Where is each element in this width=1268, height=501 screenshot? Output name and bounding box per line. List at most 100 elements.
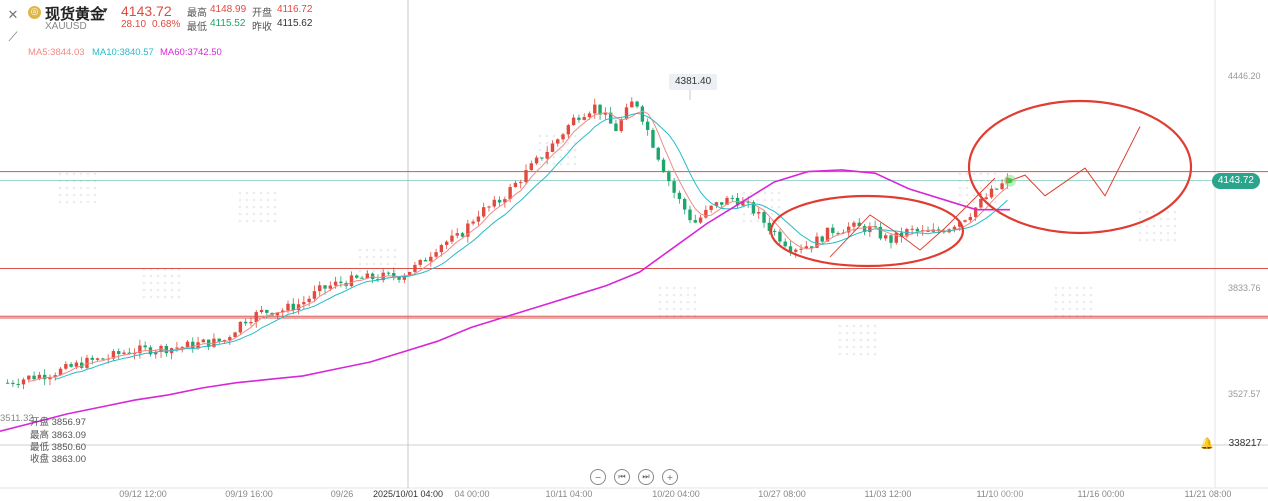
map-dot (177, 288, 181, 292)
map-dot (552, 155, 556, 159)
map-dot (838, 331, 842, 335)
candle-body (265, 309, 269, 313)
candle-body (339, 281, 343, 283)
map-dot (686, 293, 690, 297)
candle-body (233, 332, 237, 338)
bell-icon[interactable]: 🔔 (1200, 437, 1214, 450)
map-dot (273, 198, 277, 202)
map-dot (749, 198, 753, 202)
map-dot (86, 193, 90, 197)
map-dot (679, 286, 683, 290)
map-dot (658, 286, 662, 290)
ma5-line (28, 110, 1008, 382)
map-dot (177, 281, 181, 285)
map-dot (156, 288, 160, 292)
map-dot (749, 191, 753, 195)
candle-body (582, 117, 586, 120)
map-dot (170, 274, 174, 278)
map-dot (273, 205, 277, 209)
map-dot (672, 293, 676, 297)
map-dot (1068, 293, 1072, 297)
price-change: 28.10 (121, 19, 147, 30)
candle-body (772, 230, 777, 232)
map-dot (965, 186, 969, 190)
map-dot (379, 248, 383, 252)
candle-body (291, 303, 295, 311)
candle-body (619, 119, 623, 132)
map-dot (693, 293, 697, 297)
close-icon[interactable]: ✕ (7, 7, 19, 23)
map-dot (149, 274, 153, 278)
map-dot (1089, 300, 1093, 304)
candle-body (540, 157, 544, 159)
candle-body (370, 273, 375, 280)
map-dot (238, 219, 242, 223)
candle-body (259, 309, 264, 313)
map-dot (665, 300, 669, 304)
candle-body (21, 379, 26, 385)
high-label: 最高 (187, 8, 207, 19)
candle-body (64, 364, 68, 369)
map-dot (742, 219, 746, 223)
candle-body (360, 277, 364, 279)
chevron-down-icon[interactable]: ▾ (103, 6, 108, 16)
map-dot (252, 219, 256, 223)
candle-body (101, 358, 105, 360)
step-back-icon[interactable]: ⏮ (614, 469, 630, 485)
candle-body (402, 275, 407, 280)
map-dot (763, 191, 767, 195)
map-dot (538, 134, 542, 138)
map-dot (852, 324, 856, 328)
map-dot (79, 186, 83, 190)
candle-body (503, 199, 507, 203)
step-forward-icon[interactable]: ⏭ (638, 469, 654, 485)
symbol-code: XAUUSD (45, 21, 87, 32)
map-dot (1068, 286, 1072, 290)
draw-trendline-icon[interactable]: ⟋ (8, 29, 18, 45)
candle-body (598, 104, 602, 115)
map-dot (1145, 224, 1149, 228)
map-dot (958, 172, 962, 176)
map-dot (79, 172, 83, 176)
ma60-line (0, 169, 1010, 432)
map-dot (156, 295, 160, 299)
zoom-out-icon[interactable]: − (590, 469, 606, 485)
map-dot (1152, 238, 1156, 242)
map-dot (1166, 238, 1170, 242)
candle-body (307, 298, 311, 303)
map-dot (566, 141, 570, 145)
candle-body (889, 235, 893, 243)
candle-body (698, 217, 703, 223)
ma5-label: MA5:3844.03 (28, 47, 85, 58)
map-dot (1054, 293, 1058, 297)
map-dot (163, 288, 167, 292)
candle-body (111, 351, 116, 359)
map-dot (65, 200, 69, 204)
map-dot (1054, 307, 1058, 311)
prev-close-label: 昨收 (252, 22, 272, 33)
map-dot (749, 205, 753, 209)
zoom-in-icon[interactable]: + (662, 469, 678, 485)
candle-body (476, 216, 481, 222)
symbol-name[interactable]: 现货黄金 (45, 6, 106, 23)
map-dot (866, 324, 870, 328)
candle-body (825, 227, 830, 242)
map-dot (72, 172, 76, 176)
map-dot (393, 255, 397, 259)
candle-body (968, 216, 973, 221)
candle-body (788, 246, 793, 252)
open-value: 4116.72 (277, 4, 313, 15)
candle-body (444, 241, 449, 246)
x-tick-label: 10/27 08:00 (758, 489, 806, 499)
map-dot (170, 288, 174, 292)
candle-body (492, 199, 496, 207)
map-dot (859, 324, 863, 328)
map-dot (65, 193, 69, 197)
candle-body (323, 285, 327, 289)
candle-body (725, 197, 729, 205)
candle-body (852, 222, 856, 227)
map-dot (379, 255, 383, 259)
candle-body (741, 201, 745, 206)
x-tick-label: 11/16 00:00 (1078, 489, 1125, 499)
